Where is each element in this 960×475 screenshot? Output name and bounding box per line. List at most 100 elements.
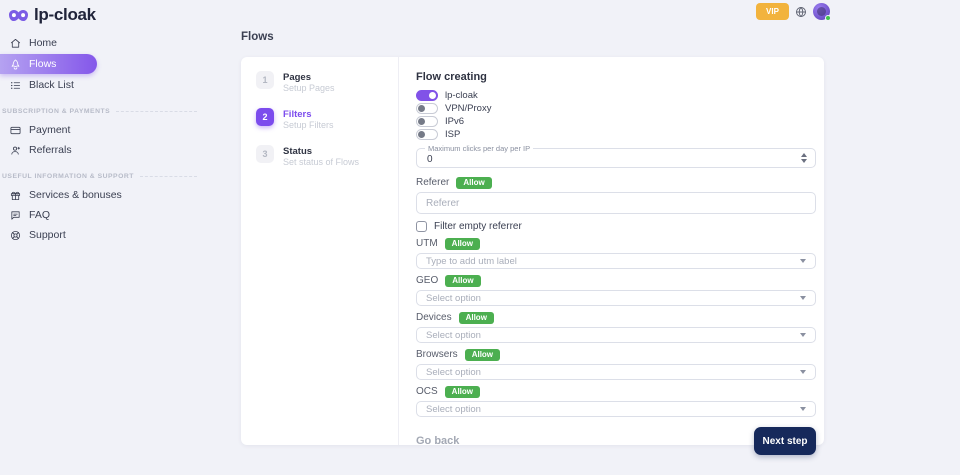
sidebar-item-faq[interactable]: FAQ [0, 206, 207, 224]
filter-empty-referrer-checkbox[interactable]: Filter empty referrer [416, 221, 816, 232]
ocs-label: OCS [416, 386, 438, 397]
sidebar-item-black-list[interactable]: Black List [0, 76, 207, 94]
toggle-off-icon[interactable] [416, 103, 438, 114]
number-stepper-icon[interactable] [801, 153, 807, 163]
allow-badge[interactable]: Allow [445, 274, 481, 287]
flows-icon [11, 59, 20, 69]
home-icon [10, 38, 21, 48]
checkbox-label: Filter empty referrer [434, 221, 522, 232]
step-pages[interactable]: 1 Pages Setup Pages [256, 71, 398, 94]
language-globe-icon[interactable] [795, 6, 807, 18]
toggle-label: lp-cloak [445, 90, 478, 101]
devices-label: Devices [416, 312, 452, 323]
select-placeholder: Select option [426, 292, 481, 304]
utm-placeholder: Type to add utm label [426, 255, 517, 267]
chevron-down-icon [800, 370, 806, 374]
sidebar-item-label: Referrals [29, 144, 72, 156]
toggle-label: ISP [445, 129, 461, 140]
sidebar-item-label: Payment [29, 124, 71, 136]
chevron-down-icon [800, 296, 806, 300]
app-logo[interactable]: lp-cloak [9, 5, 96, 25]
black-list-icon [11, 81, 21, 89]
next-step-button[interactable]: Next step [754, 427, 816, 455]
sidebar-item-services-bonuses[interactable]: Services & bonuses [0, 186, 207, 204]
step-status[interactable]: 3 Status Set status of Flows [256, 145, 398, 168]
stepper: 1 Pages Setup Pages 2 Filters Setup Filt… [241, 57, 399, 445]
step-title: Filters [283, 109, 312, 120]
online-status-dot [825, 15, 831, 21]
step-subtitle: Set status of Flows [283, 157, 360, 167]
chevron-down-icon [800, 333, 806, 337]
sidebar-item-support[interactable]: Support [0, 226, 207, 244]
sidebar-section-title: Subscription & payments [2, 108, 197, 115]
referrals-icon [11, 146, 21, 155]
vip-button[interactable]: VIP [756, 3, 789, 20]
support-icon [10, 230, 21, 240]
section-divider [116, 111, 197, 112]
user-avatar[interactable] [813, 3, 831, 21]
select-placeholder: Select option [426, 366, 481, 378]
mask-icon [9, 9, 28, 21]
step-title: Status [283, 146, 313, 157]
utm-input[interactable]: Type to add utm label [416, 253, 816, 269]
geo-label-row: GEO Allow [416, 274, 816, 287]
geo-select[interactable]: Select option [416, 290, 816, 306]
max-clicks-input[interactable] [417, 149, 815, 168]
sidebar-item-label: Services & bonuses [29, 189, 122, 201]
ocs-select[interactable]: Select option [416, 401, 816, 417]
toggle-off-icon[interactable] [416, 116, 438, 127]
checkbox-icon[interactable] [416, 221, 427, 232]
ocs-label-row: OCS Allow [416, 385, 816, 398]
allow-badge[interactable]: Allow [456, 176, 492, 189]
utm-label-row: UTM Allow [416, 237, 816, 250]
toggle-off-icon[interactable] [416, 129, 438, 140]
step-number: 2 [256, 108, 274, 126]
chevron-down-icon [800, 407, 806, 411]
toggle-label: IPv6 [445, 116, 465, 127]
go-back-button[interactable]: Go back [416, 435, 460, 447]
step-number: 1 [256, 71, 274, 89]
devices-label-row: Devices Allow [416, 311, 816, 324]
toggle-vpn-proxy[interactable]: VPN/Proxy [416, 103, 816, 114]
section-divider [139, 176, 197, 177]
step-filters[interactable]: 2 Filters Setup Filters [256, 108, 398, 131]
sidebar-item-flows[interactable]: Flows [0, 54, 97, 74]
allow-badge[interactable]: Allow [464, 348, 501, 361]
toggle-lp-cloak[interactable]: lp-cloak [416, 90, 816, 101]
page-title: Flows [241, 31, 274, 43]
step-number: 3 [256, 145, 274, 163]
select-placeholder: Select option [426, 329, 481, 341]
toggle-isp[interactable]: ISP [416, 129, 816, 140]
sidebar-item-payment[interactable]: Payment [0, 121, 207, 139]
step-subtitle: Setup Filters [283, 120, 334, 130]
utm-label: UTM [416, 238, 438, 249]
allow-badge[interactable]: Allow [444, 385, 481, 398]
toggle-on-icon[interactable] [416, 90, 438, 101]
browsers-select[interactable]: Select option [416, 364, 816, 380]
referer-input[interactable] [416, 192, 816, 214]
step-text: Pages Setup Pages [283, 71, 335, 94]
sidebar-item-label: Support [29, 229, 66, 241]
credit-card-icon [10, 126, 21, 134]
sidebar-item-label: Home [29, 37, 58, 49]
allow-badge[interactable]: Allow [458, 311, 494, 324]
browsers-label: Browsers [416, 349, 458, 360]
form-title: Flow creating [416, 71, 487, 83]
max-clicks-field: Maximum clicks per day per IP [416, 145, 816, 168]
toggle-ipv6[interactable]: IPv6 [416, 116, 816, 127]
max-clicks-label: Maximum clicks per day per IP [425, 145, 534, 153]
gift-icon [10, 191, 21, 200]
sidebar-item-referrals[interactable]: Referrals [0, 141, 207, 159]
logo-text: lp-cloak [34, 5, 96, 24]
toggle-label: VPN/Proxy [445, 103, 492, 114]
browsers-label-row: Browsers Allow [416, 348, 816, 361]
flow-creating-card: 1 Pages Setup Pages 2 Filters Setup Filt… [241, 57, 824, 455]
geo-label: GEO [416, 275, 439, 286]
referer-label-row: Referer Allow [416, 176, 816, 189]
sidebar-item-label: Black List [29, 79, 74, 91]
devices-select[interactable]: Select option [416, 327, 816, 343]
allow-badge[interactable]: Allow [444, 237, 481, 250]
sidebar-item-home[interactable]: Home [0, 34, 207, 52]
sidebar-item-label: FAQ [29, 209, 51, 221]
